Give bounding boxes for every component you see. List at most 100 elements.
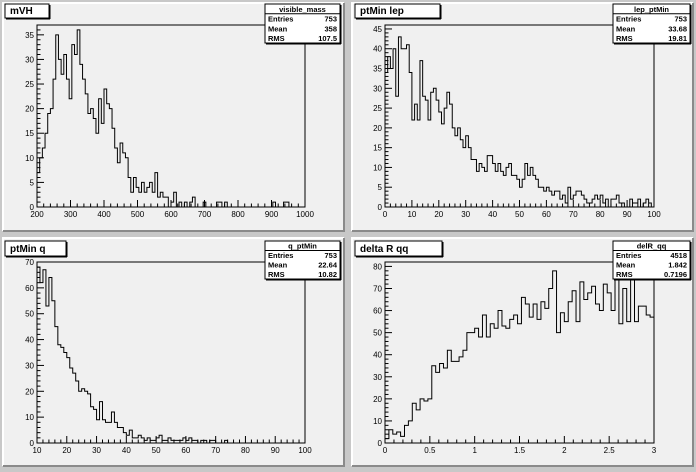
histogram-bin	[463, 350, 467, 443]
histogram-bin	[52, 301, 55, 443]
histogram-bin	[135, 438, 138, 443]
histogram-bin	[131, 192, 134, 207]
histogram-bin	[474, 160, 477, 207]
histogram-bin	[180, 440, 183, 443]
histogram-bin	[120, 143, 123, 207]
histogram-bin	[401, 49, 404, 207]
stats-box	[264, 240, 341, 280]
histogram-bin	[565, 203, 568, 207]
histogram-bin	[204, 440, 207, 443]
histogram-outline	[384, 36, 654, 208]
histogram-bin	[412, 403, 416, 443]
histogram-bin	[53, 79, 56, 207]
histogram-bin	[398, 37, 401, 207]
histogram-bin	[37, 173, 40, 207]
histogram-bin	[528, 175, 531, 207]
histogram-bin	[139, 192, 142, 207]
histogram-bin	[506, 167, 509, 207]
stats-key: Entries	[268, 251, 293, 260]
histogram-bin	[404, 49, 407, 207]
stats-box	[612, 3, 691, 44]
chart-title: ptMin q	[10, 244, 46, 255]
histogram-outline	[36, 29, 305, 208]
stats-value: 4518	[670, 251, 687, 260]
x-tick-label: 0	[383, 210, 388, 219]
histogram-bin	[184, 202, 187, 207]
histogram-bin	[471, 333, 475, 443]
histogram-bin	[498, 163, 501, 207]
histogram-bin	[91, 109, 94, 207]
histogram-bin	[83, 79, 86, 207]
histogram-bin	[100, 402, 103, 443]
histogram-bin	[428, 399, 432, 443]
histogram-outline	[384, 270, 655, 443]
histogram-bin	[162, 440, 165, 443]
histogram-bin	[428, 120, 431, 207]
histogram-bin	[45, 133, 48, 207]
stats-key: Entries	[616, 15, 641, 24]
histogram-bin	[389, 430, 393, 443]
stats-key: RMS	[268, 34, 285, 43]
histogram-bin	[58, 59, 61, 207]
y-tick-label: 40	[25, 336, 34, 345]
histogram-bin	[55, 327, 58, 443]
histogram-bin	[138, 435, 141, 443]
histogram-bin	[58, 345, 61, 443]
histogram-bin	[447, 92, 450, 207]
histogram-bin	[171, 202, 174, 207]
histogram-bin	[48, 114, 51, 207]
y-tick-label: 10	[25, 154, 34, 163]
histogram-bin	[459, 357, 463, 443]
histogram-bin	[40, 283, 43, 443]
y-tick-label: 60	[373, 307, 382, 316]
histogram-bin	[581, 195, 584, 207]
pad-bevel-light	[2, 237, 344, 466]
histogram-bin	[592, 199, 595, 207]
histogram-bin	[107, 104, 110, 207]
histogram-bin	[85, 391, 88, 443]
histogram-bin	[502, 326, 506, 443]
histogram-bin	[595, 195, 598, 207]
histogram-bin	[420, 399, 424, 443]
histogram-bin	[286, 202, 289, 207]
histogram-bin	[179, 202, 182, 207]
pad-bevel-light	[351, 2, 693, 231]
histogram-bin	[117, 163, 120, 207]
histogram-bin	[128, 177, 131, 207]
histogram-bin	[646, 199, 649, 207]
x-tick-label: 100	[298, 446, 312, 455]
histogram-bin	[147, 438, 150, 443]
title-box	[4, 3, 50, 19]
histogram-bin	[132, 438, 135, 443]
histogram-bin	[476, 171, 479, 207]
x-tick-label: 40	[488, 210, 497, 219]
y-tick-label: 50	[25, 310, 34, 319]
histogram-bin	[117, 427, 120, 443]
histogram-bin	[112, 128, 115, 207]
stats-name: lep_ptMin	[634, 5, 669, 14]
x-tick-label: 30	[92, 446, 101, 455]
histogram-bin	[494, 328, 498, 443]
histogram-bin	[171, 440, 174, 443]
histogram-bin	[415, 104, 418, 207]
histogram-bin	[385, 439, 389, 443]
histogram-bin	[631, 271, 635, 443]
histogram-bin	[451, 361, 455, 443]
pad-bevel-dark	[352, 238, 694, 467]
histogram-bin	[174, 192, 177, 207]
histogram-bin	[455, 136, 458, 207]
histogram-bin	[544, 191, 547, 207]
histogram-bin	[495, 171, 498, 207]
histogram-bin	[630, 199, 633, 207]
histogram-bin	[85, 94, 88, 207]
y-tick-label: 70	[25, 258, 34, 267]
histogram-bin	[510, 319, 514, 443]
histogram-bin	[80, 64, 83, 207]
histogram-bin	[599, 311, 603, 443]
stats-box	[264, 3, 341, 44]
histogram-bin	[158, 197, 161, 207]
histogram-bin	[108, 422, 111, 443]
pad-bevel-dark	[3, 238, 345, 467]
histogram-bin	[64, 353, 67, 444]
